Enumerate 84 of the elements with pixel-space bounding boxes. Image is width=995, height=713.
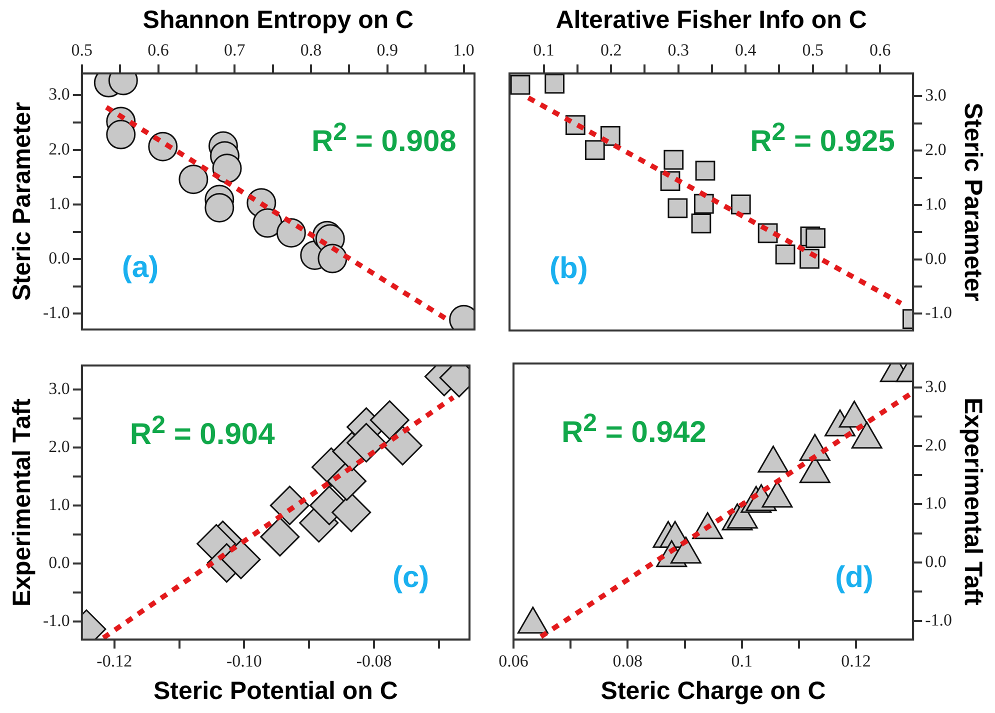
x-tick-label: 0.8 <box>300 40 322 60</box>
annotation: R$^{2}$ = 0.908 <box>312 118 456 160</box>
y-tick-label: 2.0 <box>48 139 70 158</box>
y-tick-label: -1.0 <box>42 303 70 322</box>
point <box>212 154 242 184</box>
point <box>691 213 712 234</box>
point <box>806 228 826 248</box>
x-tick-label: 0.5 <box>71 40 93 60</box>
y-tick-label: 3.0 <box>48 378 70 398</box>
x-tick-label: 1.0 <box>453 40 474 60</box>
point <box>695 160 716 181</box>
y2-tick-label: 0.0 <box>925 248 946 268</box>
x-axis-title: Shannon Entropy on C <box>142 6 414 34</box>
point <box>758 446 789 473</box>
x-tick-label: 0.9 <box>376 40 398 60</box>
point <box>775 244 796 264</box>
annotation: R$^{2}$ = 0.904 <box>130 410 275 452</box>
y-tick-label: -1.0 <box>42 611 70 630</box>
point <box>260 517 300 557</box>
x-axis-title: Steric Potential on C <box>153 676 398 705</box>
y2-tick-label: 0.0 <box>925 552 946 572</box>
x-tick-label: 0.6 <box>870 40 891 60</box>
x-tick-label: 0.06 <box>498 651 528 670</box>
x-tick-label: 0.7 <box>224 40 246 60</box>
point <box>668 198 688 218</box>
x-tick-label: 0.12 <box>841 651 871 670</box>
point <box>851 422 882 449</box>
point <box>510 74 530 95</box>
y2-tick-label: 1.0 <box>925 194 946 214</box>
point <box>370 400 410 440</box>
x-tick-label: -0.12 <box>96 651 132 670</box>
y2-tick-label: 2.0 <box>925 435 946 454</box>
point <box>664 150 684 170</box>
y-axis-title: Experimental Taft <box>8 398 36 607</box>
x-tick-label: 0.2 <box>600 40 622 60</box>
annotation: (b) <box>550 252 588 286</box>
point <box>221 540 261 580</box>
y-tick-label: 0.0 <box>48 552 70 572</box>
x-axis-title: Alterative Fisher Info on C <box>556 6 867 34</box>
annotation: (c) <box>392 560 430 595</box>
annotation: R$^{2}$ = 0.925 <box>750 118 895 160</box>
point <box>517 606 548 634</box>
y-tick-label: 2.0 <box>48 436 70 456</box>
x-tick-label: 0.4 <box>734 40 757 60</box>
x-tick-label: 0.6 <box>148 40 169 60</box>
annotation: R$^{2}$ = 0.942 <box>562 408 706 450</box>
y2-axis-title: Experimental Taft <box>959 398 988 606</box>
point <box>204 192 234 222</box>
y-tick-label: 1.0 <box>48 494 70 514</box>
x-tick-label: 0.5 <box>802 40 824 60</box>
point <box>584 140 605 160</box>
x-tick-label: 0.3 <box>668 40 689 60</box>
point <box>346 422 386 462</box>
point <box>670 536 702 564</box>
y2-tick-label: 1.0 <box>925 494 946 513</box>
point <box>318 244 348 274</box>
y-tick-label: 1.0 <box>48 194 70 213</box>
annotation: (a) <box>122 250 159 284</box>
x-axis-title: Steric Charge on C <box>600 676 826 705</box>
annotation: (d) <box>835 560 874 595</box>
point <box>544 74 565 94</box>
point <box>276 218 306 248</box>
y2-axis-title: Steric Parameter <box>959 102 988 302</box>
y2-tick-label: 2.0 <box>925 140 946 160</box>
x-tick-label: 0.08 <box>612 651 643 670</box>
y-tick-label: 3.0 <box>48 84 70 104</box>
y2-tick-label: 3.0 <box>925 376 946 396</box>
x-tick-label: 0.1 <box>533 40 554 60</box>
y2-tick-label: -1.0 <box>925 303 952 322</box>
point <box>382 426 422 466</box>
point <box>252 208 282 238</box>
point <box>178 164 208 194</box>
x-tick-label: 0.1 <box>731 651 752 670</box>
point <box>730 194 751 214</box>
x-tick-label: -0.10 <box>226 651 262 670</box>
y-axis-title: Steric Parameter <box>8 102 36 301</box>
y2-tick-label: -1.0 <box>925 610 952 630</box>
point <box>694 194 714 214</box>
y2-tick-label: 3.0 <box>925 86 946 105</box>
point <box>332 492 372 532</box>
x-tick-label: -0.08 <box>356 651 392 670</box>
y-tick-label: 0.0 <box>48 248 70 268</box>
point <box>270 486 310 526</box>
point <box>106 120 136 150</box>
